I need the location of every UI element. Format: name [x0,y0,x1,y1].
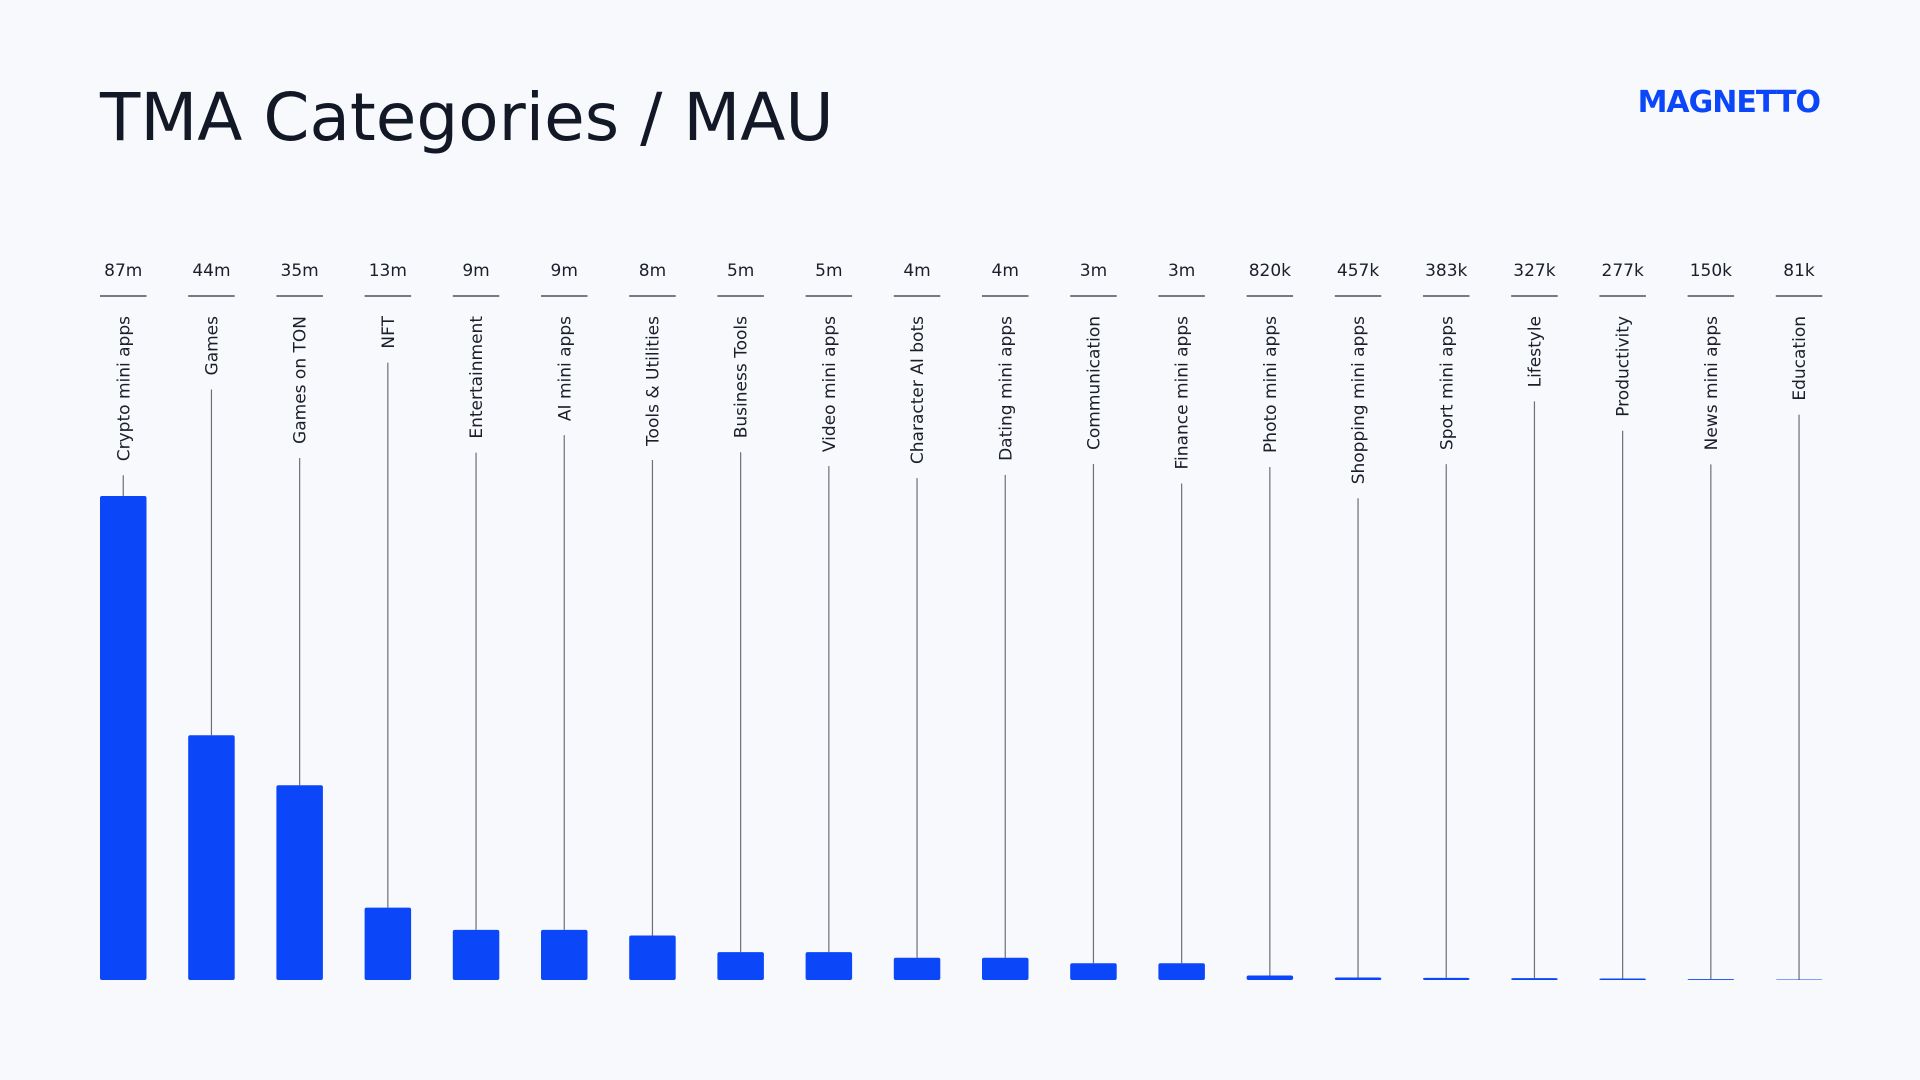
category-label: Lifestyle [1525,316,1545,387]
bar [364,907,412,980]
category-label: Entertainment [467,316,487,439]
category-label: Crypto mini apps [114,316,134,461]
value-label: 383k [1425,261,1467,281]
bar [1158,963,1205,980]
value-label: 4m [903,261,930,281]
value-label: 9m [551,261,578,281]
bar [1511,978,1558,980]
category-label: Games on TON [291,316,311,444]
bar [1070,963,1117,980]
bar [629,935,676,980]
category-label: Photo mini apps [1261,316,1281,453]
category-label: Communication [1084,316,1104,450]
category-label: NFT [379,315,399,348]
category-label: Business Tools [732,316,752,438]
bar [893,957,941,980]
bar [1334,977,1382,980]
bar [276,785,323,980]
bar [1687,979,1735,980]
value-label: 9m [462,261,489,281]
bar [982,957,1029,980]
category-label: Character AI bots [908,316,928,464]
value-label: 150k [1690,261,1732,281]
value-label: 81k [1783,261,1815,281]
category-label: Games [202,316,222,376]
value-label: 5m [727,261,754,281]
value-label: 3m [1168,261,1195,281]
bar [717,952,764,980]
value-label: 327k [1513,261,1555,281]
category-label: Sport mini apps [1437,316,1457,450]
value-label: 13m [369,261,407,281]
category-label: Dating mini apps [996,316,1016,461]
bar [100,496,147,980]
brand-logo: MAGNETTO [1638,85,1820,120]
value-label: 8m [639,261,666,281]
chart-title: TMA Categories / MAU [99,79,834,156]
category-label: Shopping mini apps [1349,316,1369,484]
category-label: Tools & Utilities [643,316,663,447]
category-label: Video mini apps [820,316,840,452]
bar [188,735,235,980]
value-label: 87m [104,261,142,281]
value-label: 3m [1080,261,1107,281]
category-label: Education [1790,316,1810,401]
bar [541,929,588,980]
bar [1423,977,1470,980]
value-label: 35m [281,261,319,281]
category-label: Finance mini apps [1173,316,1193,470]
value-label: 457k [1337,261,1379,281]
value-label: 277k [1602,261,1644,281]
value-label: 44m [192,261,230,281]
value-label: 5m [815,261,842,281]
bar [1246,975,1294,980]
bar [805,952,853,980]
category-label: News mini apps [1702,316,1722,451]
value-label: 820k [1249,261,1291,281]
bar [1599,978,1646,980]
category-label: AI mini apps [555,316,575,421]
bar [452,929,500,980]
value-label: 4m [992,261,1019,281]
category-label: Productivity [1614,316,1634,417]
